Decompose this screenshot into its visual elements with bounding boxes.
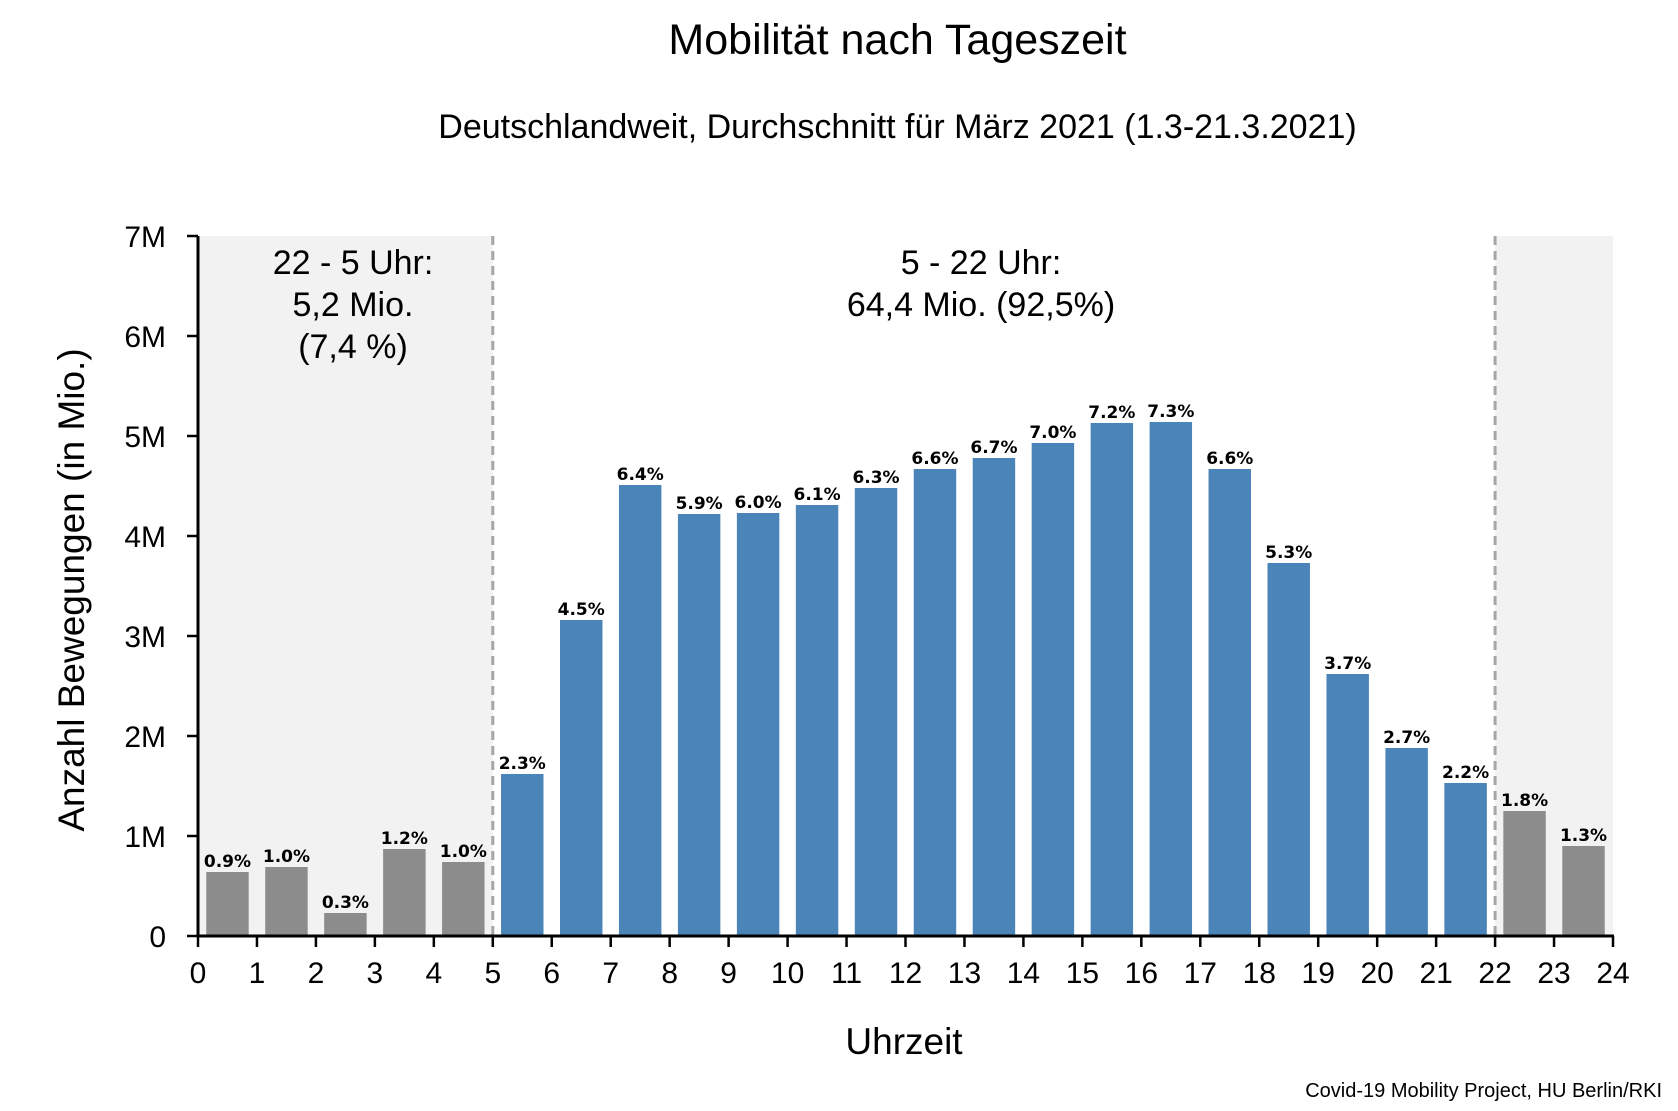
x-tick-label-4: 4 bbox=[425, 957, 442, 990]
bar-hour-20 bbox=[1385, 748, 1428, 936]
annotation-layer: 22 - 5 Uhr: 5,2 Mio. (7,4 %) 5 - 22 Uhr: 64… bbox=[273, 244, 1115, 366]
x-tick-label-3: 3 bbox=[367, 957, 384, 990]
bar-hour-23 bbox=[1562, 846, 1605, 936]
x-tick-label-15: 15 bbox=[1066, 957, 1099, 990]
annotation-line: 64,4 Mio. (92,5%) bbox=[847, 286, 1115, 324]
y-tick-label-7M: 7M bbox=[124, 221, 166, 254]
bar-label-hour-21: 2.2% bbox=[1442, 763, 1489, 783]
bar-hour-7 bbox=[618, 485, 662, 936]
bar-label-hour-0: 0.9% bbox=[204, 852, 251, 872]
x-axis-title: Uhrzeit bbox=[845, 1021, 963, 1062]
x-tick-label-11: 11 bbox=[831, 957, 862, 990]
bar-hour-0 bbox=[206, 872, 249, 936]
axes: 0 1 2 3 4 5 6 7 8 9 10 11 12 13 14 15 16 17 18 19 20 21 22 23 24… bbox=[124, 221, 1629, 990]
bar-hour-9 bbox=[736, 513, 780, 936]
bar-hour-16 bbox=[1149, 422, 1193, 936]
x-tick-label-21: 21 bbox=[1419, 957, 1452, 990]
bar-label-hour-20: 2.7% bbox=[1383, 728, 1430, 748]
bar-label-hour-2: 0.3% bbox=[322, 893, 369, 913]
x-tick-label-14: 14 bbox=[1007, 957, 1040, 990]
y-tick-label-4M: 4M bbox=[124, 521, 166, 554]
bar-hour-11 bbox=[854, 488, 898, 936]
x-tick-label-22: 22 bbox=[1478, 957, 1511, 990]
y-tick-label-5M: 5M bbox=[124, 421, 166, 454]
y-tick-label-6M: 6M bbox=[124, 321, 166, 354]
night-annotation: 22 - 5 Uhr: 5,2 Mio. (7,4 %) bbox=[273, 244, 434, 366]
x-tick-label-1: 1 bbox=[249, 957, 266, 990]
bar-label-hour-14: 7.0% bbox=[1029, 423, 1076, 443]
bar-label-hour-3: 1.2% bbox=[381, 829, 428, 849]
bar-label-hour-8: 5.9% bbox=[676, 494, 723, 514]
x-tick-label-7: 7 bbox=[602, 957, 619, 990]
bar-hour-17 bbox=[1208, 469, 1251, 936]
bar-label-hour-22: 1.8% bbox=[1501, 791, 1548, 811]
day-annotation: 5 - 22 Uhr: 64,4 Mio. (92,5%) bbox=[847, 244, 1115, 324]
bar-label-hour-15: 7.2% bbox=[1088, 403, 1135, 423]
x-tick-label-20: 20 bbox=[1360, 957, 1393, 990]
bar-hour-6 bbox=[560, 620, 603, 936]
x-tick-label-5: 5 bbox=[484, 957, 501, 990]
night-shade-0 bbox=[198, 236, 493, 936]
x-tick-label-16: 16 bbox=[1125, 957, 1158, 990]
x-tick-label-19: 19 bbox=[1302, 957, 1335, 990]
bar-hour-4 bbox=[442, 862, 485, 936]
bar-label-hour-13: 6.7% bbox=[970, 438, 1017, 458]
bar-label-hour-16: 7.3% bbox=[1147, 402, 1194, 422]
x-tick-label-9: 9 bbox=[720, 957, 737, 990]
annotation-line: 5 - 22 Uhr: bbox=[901, 244, 1062, 282]
annotation-line: 22 - 5 Uhr: bbox=[273, 244, 434, 282]
bar-label-hour-12: 6.6% bbox=[911, 449, 958, 469]
x-tick-label-13: 13 bbox=[948, 957, 981, 990]
annotation-line: 5,2 Mio. bbox=[293, 286, 414, 324]
x-tick-label-0: 0 bbox=[190, 957, 207, 990]
source-credit: Covid-19 Mobility Project, HU Berlin/RKI bbox=[1305, 1080, 1662, 1102]
bar-label-hour-10: 6.1% bbox=[793, 485, 840, 505]
bar-hour-5 bbox=[501, 774, 544, 936]
bar-hour-12 bbox=[913, 469, 957, 936]
bar-hour-2 bbox=[324, 913, 367, 936]
bar-hour-21 bbox=[1444, 783, 1487, 936]
bar-hour-14 bbox=[1031, 443, 1075, 936]
x-tick-label-18: 18 bbox=[1243, 957, 1276, 990]
bar-hour-3 bbox=[383, 849, 426, 936]
bar-label-hour-11: 6.3% bbox=[852, 468, 899, 488]
y-tick-label-1M: 1M bbox=[124, 821, 166, 854]
x-tick-label-23: 23 bbox=[1537, 957, 1570, 990]
bar-label-hour-23: 1.3% bbox=[1560, 826, 1607, 846]
bar-label-hour-4: 1.0% bbox=[440, 842, 487, 862]
bar-label-hour-7: 6.4% bbox=[617, 465, 664, 485]
bar-layer: 0.9% 1.0% 0.3% 1.2% 1.0% 2.3% 4.5% 6.4% 5.9% 6.0%… bbox=[204, 402, 1607, 936]
bar-label-hour-5: 2.3% bbox=[499, 754, 546, 774]
x-tick-label-6: 6 bbox=[543, 957, 560, 990]
bar-label-hour-19: 3.7% bbox=[1324, 654, 1371, 674]
x-tick-label-8: 8 bbox=[661, 957, 678, 990]
bar-hour-18 bbox=[1267, 563, 1310, 936]
bar-hour-1 bbox=[265, 867, 308, 936]
x-tick-label-17: 17 bbox=[1184, 957, 1217, 990]
bar-hour-22 bbox=[1503, 811, 1546, 936]
x-tick-label-12: 12 bbox=[889, 957, 922, 990]
bar-hour-13 bbox=[972, 458, 1016, 936]
chart-title: Mobilität nach Tageszeit bbox=[668, 16, 1127, 64]
bar-label-hour-1: 1.0% bbox=[263, 847, 310, 867]
bar-hour-10 bbox=[795, 505, 839, 936]
bar-hour-15 bbox=[1090, 423, 1134, 936]
bar-label-hour-9: 6.0% bbox=[735, 493, 782, 513]
annotation-line: (7,4 %) bbox=[298, 328, 408, 366]
y-tick-label-3M: 3M bbox=[124, 621, 166, 654]
bar-hour-19 bbox=[1326, 674, 1369, 936]
bar-hour-8 bbox=[677, 514, 721, 936]
y-tick-label-0: 0 bbox=[149, 921, 166, 954]
x-tick-label-2: 2 bbox=[308, 957, 325, 990]
bar-label-hour-18: 5.3% bbox=[1265, 543, 1312, 563]
y-tick-label-2M: 2M bbox=[124, 721, 166, 754]
bar-label-hour-17: 6.6% bbox=[1206, 449, 1253, 469]
x-tick-label-10: 10 bbox=[771, 957, 804, 990]
chart-subtitle: Deutschlandweit, Durchschnitt für März 2… bbox=[438, 108, 1357, 146]
y-axis-title: Anzahl Bewegungen (in Mio.) bbox=[51, 348, 92, 831]
divider-layer bbox=[491, 236, 1497, 936]
x-tick-label-24: 24 bbox=[1596, 957, 1629, 990]
bar-label-hour-6: 4.5% bbox=[558, 600, 605, 620]
